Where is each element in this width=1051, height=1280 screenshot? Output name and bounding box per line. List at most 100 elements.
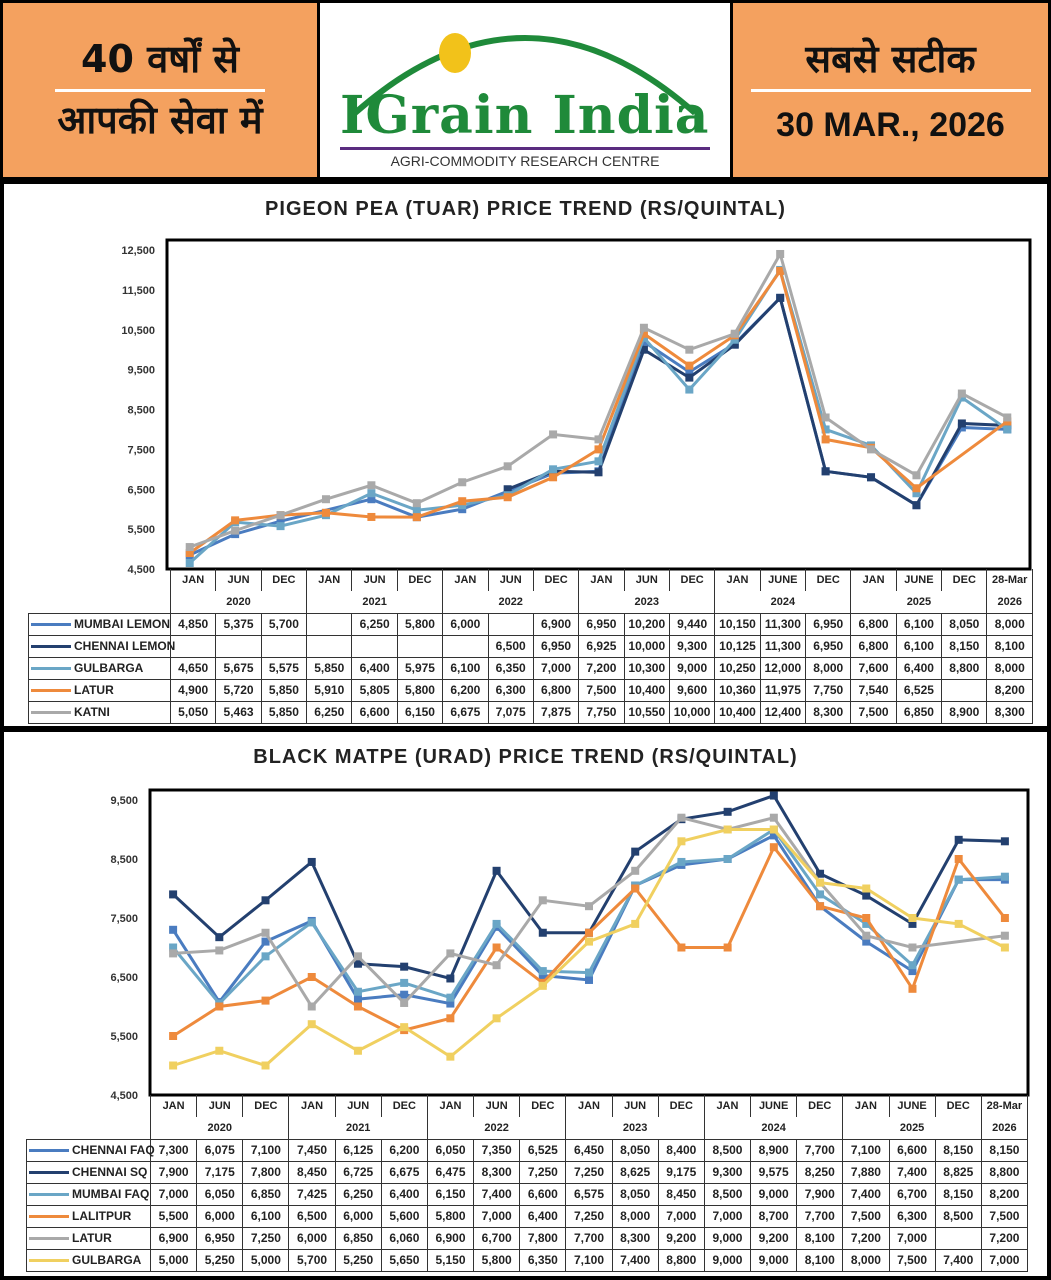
data-point bbox=[400, 978, 409, 987]
data-point bbox=[639, 329, 648, 338]
month-label: JUN bbox=[334, 1095, 382, 1117]
value-cell: 5,800 bbox=[396, 612, 444, 636]
value-cell: 7,100 bbox=[242, 1138, 290, 1162]
value-cell: 7,000 bbox=[703, 1204, 752, 1228]
data-point bbox=[594, 468, 603, 477]
value-cell: 5,575 bbox=[260, 656, 308, 680]
value-cell: 6,350 bbox=[487, 656, 534, 680]
value-cell: 6,575 bbox=[565, 1182, 613, 1206]
data-point bbox=[412, 506, 421, 515]
data-point bbox=[723, 807, 732, 816]
table-row: GULBARGA 4,650 5,675 5,575 5,850 6,400 5,975 6,… bbox=[28, 656, 1033, 680]
data-point bbox=[446, 949, 455, 958]
data-point bbox=[821, 435, 830, 444]
data-point bbox=[367, 481, 376, 490]
y-tick-label: 8,500 bbox=[127, 405, 155, 417]
tagline-line1: 40 वर्षों से bbox=[81, 37, 239, 82]
plot-area bbox=[165, 238, 1032, 571]
month-label: JAN bbox=[565, 1095, 613, 1117]
value-cell: 9,200 bbox=[750, 1226, 798, 1250]
data-point bbox=[353, 995, 362, 1004]
value-cell: 6,950 bbox=[532, 634, 580, 658]
value-cell: 8,050 bbox=[611, 1182, 659, 1206]
value-cell: 7,250 bbox=[565, 1204, 613, 1228]
value-cell: 8,400 bbox=[657, 1138, 705, 1162]
value-cell: 6,850 bbox=[334, 1226, 382, 1250]
month-label: JAN bbox=[169, 569, 217, 591]
legend-entry: LATUR bbox=[26, 1226, 151, 1250]
value-cell: 9,200 bbox=[657, 1226, 705, 1250]
series-name: GULBARGA bbox=[74, 661, 144, 675]
value-cell: 8,300 bbox=[986, 700, 1033, 724]
data-point bbox=[169, 943, 178, 952]
urad-chart-panel: BLACK MATPE (URAD) PRICE TREND (RS/QUINT… bbox=[4, 732, 1047, 1276]
value-cell: 5,850 bbox=[260, 678, 308, 702]
data-point bbox=[821, 413, 830, 422]
value-cell: 5,250 bbox=[196, 1248, 244, 1272]
data-point bbox=[585, 902, 593, 911]
data-point bbox=[723, 943, 732, 952]
logo-subtitle: AGRI-COMMODITY RESEARCH CENTRE bbox=[390, 153, 660, 169]
tuar-chart-panel: PIGEON PEA (TUAR) PRICE TREND (RS/QUINTA… bbox=[4, 184, 1047, 726]
data-point bbox=[307, 973, 316, 981]
series-name: KATNI bbox=[74, 705, 110, 719]
value-cell: 9,175 bbox=[657, 1160, 705, 1184]
data-point bbox=[867, 445, 876, 454]
month-label: JUNE bbox=[750, 1095, 798, 1117]
data-point bbox=[908, 967, 917, 976]
tuar-data-table: JAN JUN DEC JAN JUN DEC JAN JUN DEC JAN JUN DEC JAN J… bbox=[28, 569, 1033, 724]
data-point bbox=[585, 937, 593, 946]
month-label: JAN bbox=[426, 1095, 475, 1117]
data-point bbox=[908, 943, 917, 952]
value-cell: 4,900 bbox=[169, 678, 217, 702]
series-name: LALITPUR bbox=[72, 1209, 132, 1223]
data-point bbox=[412, 513, 421, 522]
data-point bbox=[549, 465, 558, 474]
value-cell: 5,850 bbox=[260, 700, 308, 724]
legend-entry: LATUR bbox=[28, 678, 171, 702]
value-cell: 9,000 bbox=[750, 1182, 798, 1206]
data-point bbox=[685, 385, 694, 394]
value-cell: 6,300 bbox=[888, 1204, 936, 1228]
value-cell: 10,000 bbox=[668, 700, 716, 724]
value-cell: 7,900 bbox=[149, 1160, 198, 1184]
value-cell: 8,000 bbox=[986, 656, 1033, 680]
value-cell: 6,350 bbox=[519, 1248, 567, 1272]
value-cell: 6,400 bbox=[895, 656, 943, 680]
data-point bbox=[639, 345, 648, 354]
data-point bbox=[353, 1002, 362, 1011]
value-cell: 5,850 bbox=[306, 656, 353, 680]
value-cell: 5,000 bbox=[242, 1248, 290, 1272]
value-cell: 8,250 bbox=[796, 1160, 844, 1184]
value-cell: 8,300 bbox=[805, 700, 852, 724]
legend-entry: KATNI bbox=[28, 700, 171, 724]
value-cell: 6,250 bbox=[306, 700, 353, 724]
month-label: JAN bbox=[850, 569, 897, 591]
table-row: LALITPUR 5,500 6,000 6,100 6,500 6,000 5,600 5,… bbox=[26, 1204, 1029, 1228]
data-point bbox=[776, 266, 785, 275]
data-point bbox=[353, 987, 362, 996]
y-tick-label: 5,500 bbox=[110, 1031, 138, 1043]
value-cell: 6,400 bbox=[519, 1204, 567, 1228]
data-point bbox=[400, 962, 409, 971]
value-cell: 7,200 bbox=[980, 1226, 1029, 1250]
table-row: GULBARGA 5,000 5,250 5,000 5,700 5,250 5,650 5,… bbox=[26, 1248, 1029, 1272]
value-cell: 6,100 bbox=[242, 1204, 290, 1228]
value-cell: 11,975 bbox=[759, 678, 807, 702]
y-tick-label: 6,500 bbox=[110, 972, 138, 984]
data-point bbox=[954, 919, 963, 928]
data-point bbox=[538, 967, 547, 976]
tagline-line2: आपकी सेवा में bbox=[57, 97, 263, 142]
value-cell: 6,725 bbox=[334, 1160, 382, 1184]
value-cell: 7,400 bbox=[888, 1160, 936, 1184]
table-row: LATUR 6,900 6,950 7,250 6,000 6,850 6,060 6,900… bbox=[26, 1226, 1029, 1250]
value-cell: 6,400 bbox=[351, 656, 398, 680]
value-cell: 7,400 bbox=[842, 1182, 890, 1206]
data-point bbox=[492, 1014, 501, 1023]
value-cell: 8,050 bbox=[611, 1138, 659, 1162]
data-point bbox=[446, 1052, 455, 1061]
legend-swatch-icon bbox=[31, 645, 71, 649]
data-point bbox=[594, 457, 603, 466]
data-point bbox=[908, 984, 917, 993]
value-cell: 6,150 bbox=[426, 1182, 475, 1206]
